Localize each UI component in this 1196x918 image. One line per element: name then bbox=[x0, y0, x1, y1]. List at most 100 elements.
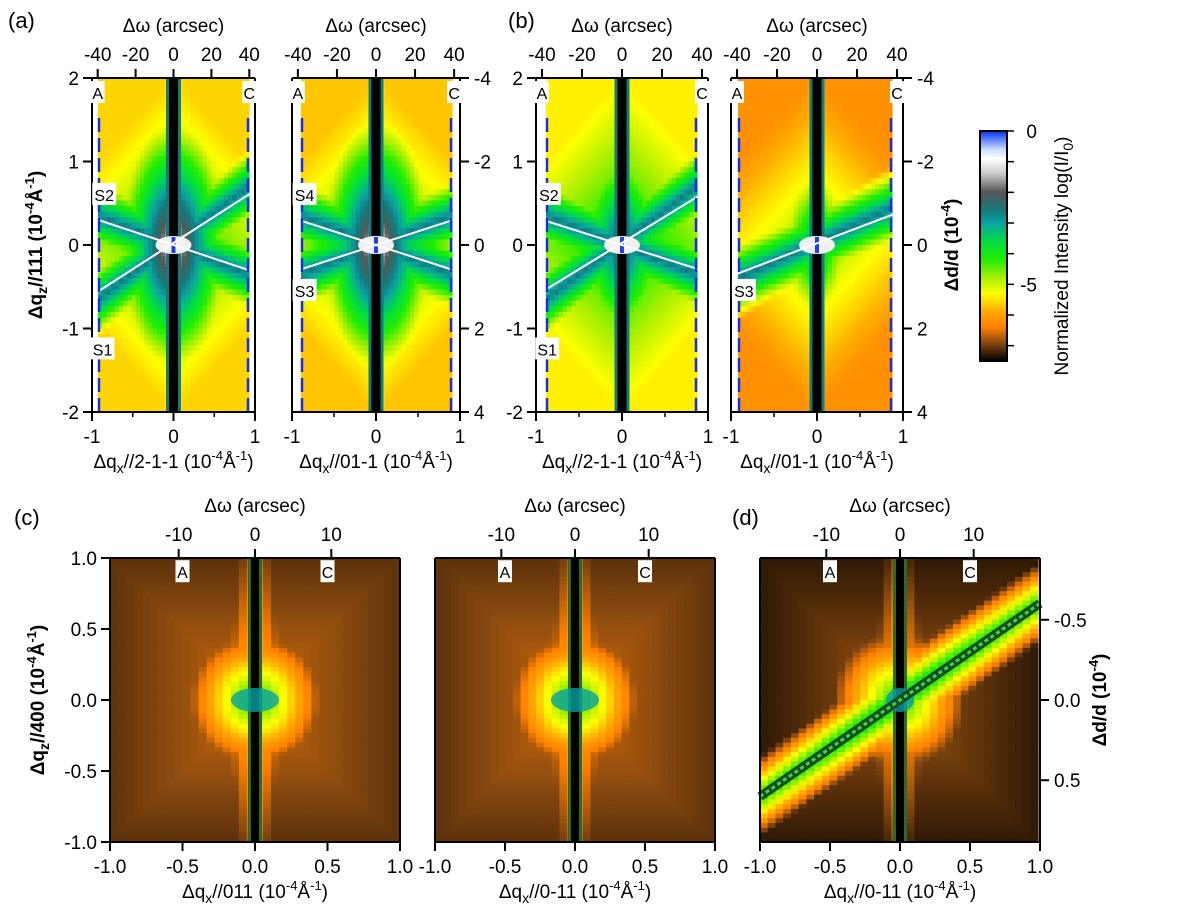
heatmap-cell bbox=[389, 261, 394, 268]
heatmap-cell bbox=[414, 144, 420, 151]
heatmap-cell bbox=[139, 334, 145, 341]
heatmap-cell bbox=[309, 350, 315, 357]
heatmap-cell bbox=[211, 239, 217, 246]
heatmap-cell bbox=[347, 105, 352, 112]
heatmap-cell bbox=[575, 100, 581, 107]
heatmap-cell bbox=[127, 155, 133, 163]
heatmap-cell bbox=[389, 122, 394, 129]
heatmap-cell bbox=[355, 239, 361, 246]
heatmap-cell bbox=[219, 189, 225, 196]
heatmap-cell bbox=[439, 245, 445, 252]
heatmap-cell bbox=[443, 289, 449, 296]
heatmap-cell bbox=[228, 211, 233, 218]
heatmap-cell bbox=[443, 222, 449, 229]
heatmap-cell bbox=[114, 261, 120, 268]
heatmap-cell bbox=[309, 389, 315, 396]
heatmap-cell bbox=[443, 384, 449, 391]
heatmap-cell bbox=[418, 217, 424, 224]
heatmap-cell bbox=[342, 384, 348, 391]
heatmap-cell bbox=[223, 300, 229, 307]
heatmap-cell bbox=[546, 378, 551, 385]
heatmap-cell bbox=[418, 261, 424, 268]
heatmap-cell bbox=[236, 328, 242, 335]
heatmap-cell bbox=[301, 328, 306, 335]
heatmap-cell bbox=[148, 245, 154, 252]
heatmap-cell bbox=[102, 289, 107, 296]
heatmap-cell bbox=[347, 328, 352, 335]
heatmap-cell bbox=[359, 133, 365, 140]
heatmap-cell bbox=[160, 345, 166, 352]
heatmap-cell bbox=[414, 233, 420, 241]
heatmap-cell bbox=[305, 395, 310, 402]
annotation-box bbox=[92, 182, 117, 205]
heatmap-cell bbox=[558, 367, 564, 374]
heatmap-cell bbox=[571, 317, 576, 324]
heatmap-cell bbox=[435, 295, 441, 302]
heatmap-cell bbox=[207, 328, 212, 335]
heatmap-cell bbox=[426, 122, 432, 129]
heatmap-cell bbox=[566, 267, 572, 274]
heatmap-cell bbox=[431, 233, 436, 241]
heatmap-cell bbox=[135, 200, 141, 207]
heatmap-cell bbox=[321, 339, 327, 346]
heatmap-cell bbox=[422, 322, 428, 330]
heatmap-cell bbox=[405, 345, 411, 352]
heatmap-cell bbox=[330, 378, 336, 385]
heatmap-cell bbox=[156, 200, 162, 207]
heatmap-cell bbox=[351, 144, 357, 151]
heatmap-cell bbox=[422, 83, 428, 90]
heatmap-cell bbox=[439, 122, 445, 129]
heatmap-cell bbox=[443, 378, 449, 385]
heatmap-cell bbox=[439, 111, 445, 118]
heatmap-cell bbox=[223, 245, 229, 252]
heatmap-cell bbox=[123, 261, 128, 268]
heatmap-cell bbox=[190, 322, 196, 330]
heatmap-cell bbox=[106, 100, 112, 107]
heatmap-cell bbox=[334, 94, 340, 101]
heatmap-cell bbox=[405, 367, 411, 374]
heatmap-cell bbox=[160, 94, 166, 101]
heatmap-cell bbox=[418, 373, 424, 380]
heatmap-cell bbox=[359, 111, 365, 118]
heatmap-cell bbox=[431, 400, 436, 408]
heatmap-cell bbox=[422, 311, 428, 318]
heatmap-cell bbox=[347, 128, 352, 135]
heatmap-cell bbox=[139, 78, 145, 85]
heatmap-cell bbox=[389, 395, 394, 402]
heatmap-cell bbox=[410, 373, 415, 380]
heatmap-cell bbox=[414, 200, 420, 207]
heatmap-cell bbox=[106, 356, 112, 363]
heatmap-cell bbox=[118, 245, 124, 252]
heatmap-cell bbox=[330, 339, 336, 346]
heatmap-cell bbox=[309, 217, 315, 224]
heatmap-cell bbox=[418, 339, 424, 346]
heatmap-cell bbox=[139, 233, 145, 241]
heatmap-cell bbox=[244, 334, 250, 341]
heatmap-cell bbox=[202, 361, 208, 369]
heatmap-cell bbox=[127, 356, 133, 363]
heatmap-cell bbox=[401, 245, 407, 252]
heatmap-cell bbox=[240, 373, 246, 380]
heatmap-cell bbox=[418, 278, 424, 285]
heatmap-cell bbox=[160, 89, 166, 96]
heatmap-cell bbox=[347, 116, 352, 124]
heatmap-cell bbox=[342, 361, 348, 369]
heatmap-cell bbox=[363, 217, 369, 224]
heatmap-cell bbox=[102, 334, 107, 341]
heatmap-cell bbox=[211, 283, 217, 291]
heatmap-cell bbox=[550, 133, 555, 140]
heatmap-cell bbox=[198, 317, 204, 324]
heatmap-cell bbox=[98, 267, 103, 274]
heatmap-cell bbox=[127, 189, 133, 196]
heatmap-cell bbox=[389, 89, 394, 96]
heatmap-cell bbox=[401, 239, 407, 246]
heatmap-cell bbox=[118, 350, 124, 357]
heatmap-cell bbox=[181, 94, 187, 101]
heatmap-cell bbox=[301, 144, 306, 151]
heatmap-cell bbox=[309, 139, 315, 146]
heatmap-cell bbox=[181, 272, 187, 279]
heatmap-cell bbox=[102, 384, 107, 391]
heatmap-cell bbox=[123, 272, 128, 279]
heatmap-cell bbox=[152, 345, 158, 352]
heatmap-cell bbox=[321, 144, 327, 151]
